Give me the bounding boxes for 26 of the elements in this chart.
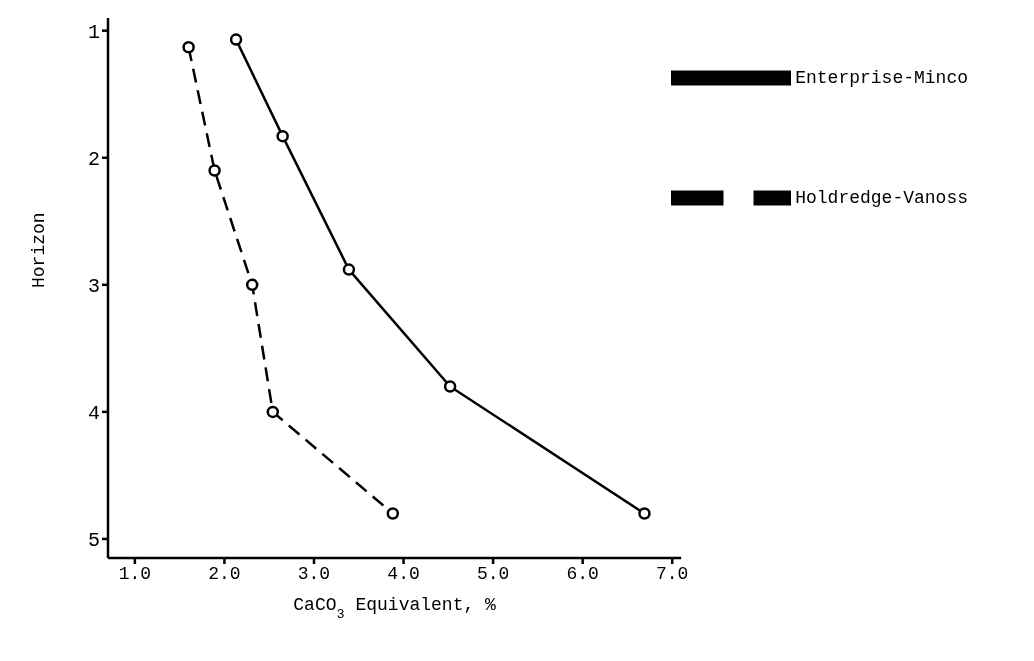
y-axis-title: Horizon [29, 212, 50, 288]
point [342, 263, 356, 276]
point [386, 507, 400, 520]
y-tick-label: 1 [87, 20, 100, 44]
point [638, 507, 651, 520]
point [276, 129, 289, 143]
point [208, 164, 221, 177]
point [229, 33, 243, 46]
x-tick-label: 1.0 [118, 563, 152, 584]
x-tick-label: 5.0 [476, 563, 510, 584]
text: Holdredge-Vanoss [795, 187, 968, 208]
text: Enterprise-Minco [795, 67, 968, 88]
point [245, 278, 259, 292]
y-tick-label: 3 [87, 274, 100, 298]
x-tick-label: 6.0 [566, 563, 599, 584]
x-tick-label: 2.0 [208, 563, 241, 584]
point [443, 380, 457, 393]
x-axis-title: CaCO$_{3}$ Equivalent, % [293, 595, 497, 622]
x-tick-label: 4.0 [387, 563, 420, 584]
y-tick-label: 2 [87, 147, 100, 171]
y-tick-label: 5 [87, 529, 100, 553]
y-tick-label: 4 [87, 401, 100, 425]
point [266, 405, 280, 419]
x-tick-label: 3.0 [297, 563, 331, 584]
point [182, 40, 195, 54]
x-tick-label: 7.0 [656, 563, 689, 584]
